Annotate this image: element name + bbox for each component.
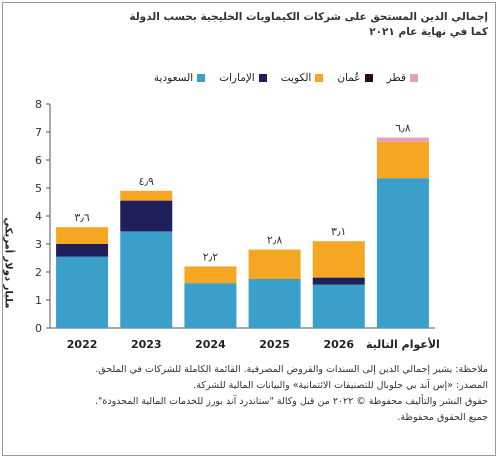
- legend-label-kuwait: الكويت: [280, 72, 312, 84]
- bar-4-series-0: [312, 284, 365, 328]
- x-tick-label-0: 2022: [67, 338, 98, 351]
- legend-item-oman: عُمان: [337, 72, 373, 84]
- total-label-4: ٣٫١: [331, 225, 346, 238]
- y-tick-label-3: 3: [35, 238, 42, 251]
- bar-5-series-4: [376, 137, 429, 142]
- bar-5-series-2: [376, 141, 429, 179]
- legend-swatch-uae: [258, 74, 267, 82]
- total-label-1: ٤٫٩: [139, 175, 154, 188]
- legend-item-saudi: السعودية: [153, 72, 206, 84]
- chart-legend: السعودية الإمارات الكويت عُمان قطر: [154, 72, 418, 84]
- legend-item-qatar: قطر: [387, 72, 418, 84]
- y-tick-label-6: 6: [35, 154, 42, 167]
- legend-swatch-kuwait: [315, 74, 324, 82]
- bar-4-series-2: [312, 241, 365, 278]
- total-label-5: ٦٫٨: [395, 122, 410, 135]
- total-label-0: ٣٫٦: [74, 211, 89, 224]
- legend-swatch-qatar: [410, 74, 418, 82]
- bar-1-series-1: [120, 200, 173, 232]
- note-line-1: ملاحظة: يشير إجمالي الدين إلى السندات وا…: [95, 364, 488, 375]
- figure-frame: [2, 2, 496, 456]
- bar-0-series-1: [56, 244, 109, 257]
- legend-swatch-oman: [364, 74, 373, 82]
- total-label-3: ٢٫٨: [267, 234, 282, 247]
- y-tick-label-0: 0: [35, 322, 42, 335]
- bar-3-series-0: [248, 279, 301, 328]
- chart-title: إجمالي الدين المستحق على شركات الكيماويا…: [18, 10, 488, 40]
- chart-title-line-2: كما في نهاية عام ٢٠٢١: [369, 26, 488, 38]
- legend-swatch-saudi: [197, 74, 206, 82]
- chart-notes: ملاحظة: يشير إجمالي الدين إلى السندات وا…: [12, 362, 488, 426]
- bar-3-series-2: [248, 249, 301, 279]
- legend-label-uae: الإمارات: [219, 72, 255, 84]
- legend-item-uae: الإمارات: [219, 72, 267, 84]
- y-tick-label-5: 5: [35, 182, 42, 195]
- legend-item-kuwait: الكويت: [281, 72, 324, 84]
- legend-label-qatar: قطر: [386, 72, 406, 84]
- y-tick-label-2: 2: [35, 266, 42, 279]
- bar-2-series-0: [184, 283, 237, 328]
- bar-1-series-2: [120, 190, 173, 201]
- y-tick-label-4: 4: [35, 210, 42, 223]
- y-tick-label-8: 8: [35, 98, 42, 111]
- x-tick-label-1: 2023: [131, 338, 162, 351]
- bar-4-series-1: [312, 277, 365, 285]
- bar-0-series-2: [56, 227, 109, 244]
- x-tick-label-5: الأعوام التالية: [366, 337, 440, 351]
- x-tick-label-4: 2026: [323, 338, 354, 351]
- total-label-2: ٢٫٢: [203, 250, 218, 263]
- x-tick-label-3: 2025: [259, 338, 290, 351]
- chart-title-line-1: إجمالي الدين المستحق على شركات الكيماويا…: [129, 11, 488, 23]
- y-tick-label-1: 1: [35, 294, 42, 307]
- y-tick-label-7: 7: [35, 126, 42, 139]
- x-tick-label-2: 2024: [195, 338, 226, 351]
- bar-1-series-0: [120, 231, 173, 328]
- bar-0-series-0: [56, 256, 109, 328]
- bar-2-series-2: [184, 266, 237, 284]
- bar-5-series-0: [376, 178, 429, 328]
- note-line-3: حقوق النشر والتأليف محفوظة © ٢٠٢٢ من قبل…: [95, 396, 488, 407]
- legend-label-saudi: السعودية: [153, 72, 194, 84]
- note-line-4: جميع الحقوق محفوظة.: [397, 412, 488, 423]
- legend-label-oman: عُمان: [337, 72, 361, 84]
- note-line-2: المصدر: «إس آند بي جلوبال للتصنيفات الائ…: [193, 380, 488, 391]
